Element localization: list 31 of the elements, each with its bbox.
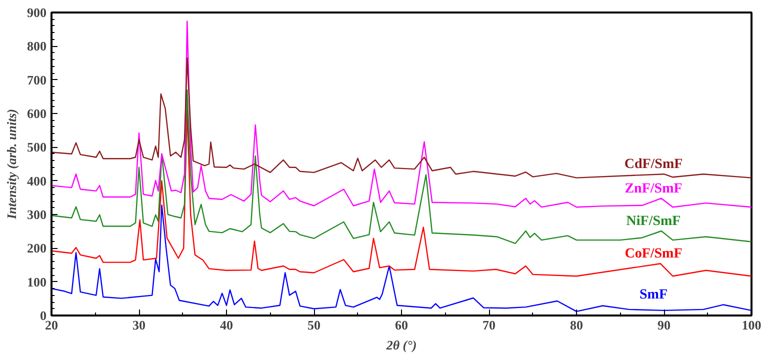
y-tick-label: 700 <box>27 72 46 88</box>
x-tick-label: 90 <box>658 318 670 332</box>
y-axis-title: Intensity (arb. units) <box>4 108 19 220</box>
y-tick-label: 0 <box>40 308 46 323</box>
y-tick-label: 600 <box>27 106 46 121</box>
x-tick-label: 70 <box>482 318 496 332</box>
y-tick-label: 900 <box>27 5 46 20</box>
x-tick-label: 100 <box>742 318 762 332</box>
series-label: CoF/SmF <box>624 246 682 262</box>
x-tick-label: 30 <box>132 318 146 332</box>
series-label: ZnF/SmF <box>624 181 682 196</box>
series-label: CdF/SmF <box>624 157 683 172</box>
y-tick-label: 800 <box>27 38 46 54</box>
x-tick-label: 50 <box>308 318 320 332</box>
line-series <box>52 20 752 208</box>
y-tick-label: 200 <box>27 240 46 256</box>
y-tick-label: 300 <box>27 207 46 222</box>
x-tick-label: 60 <box>395 318 408 332</box>
series-label: NiF/SmF <box>626 214 681 229</box>
line-series <box>52 204 752 312</box>
line-series <box>52 57 752 178</box>
x-axis-title: 2θ (°) <box>385 338 417 352</box>
line-series <box>52 89 752 244</box>
y-tick-label: 400 <box>27 173 46 188</box>
x-tick-label: 80 <box>570 318 583 332</box>
line-series <box>52 110 752 277</box>
x-tick-label: 20 <box>45 318 58 332</box>
x-tick-label: 40 <box>220 318 233 332</box>
series-label: SmF <box>640 288 668 303</box>
y-tick-label: 100 <box>27 274 46 290</box>
y-tick-label: 500 <box>27 140 46 155</box>
